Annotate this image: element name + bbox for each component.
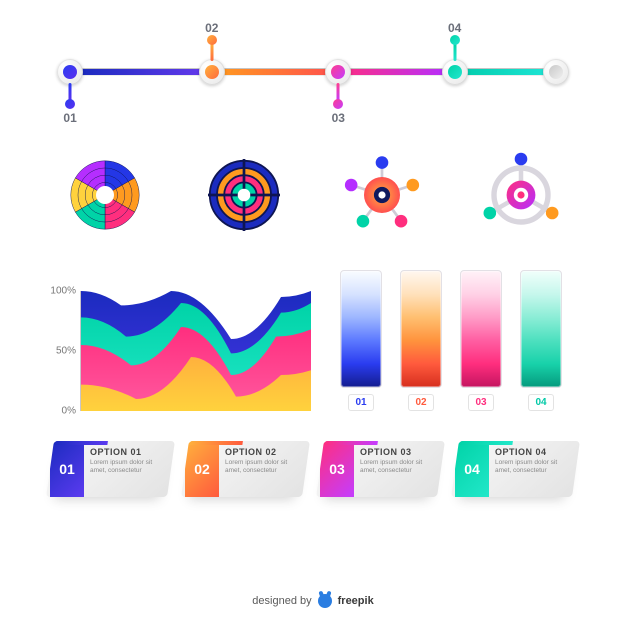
stripe-label: 03 — [468, 394, 493, 411]
footer-prefix: designed by — [252, 595, 311, 607]
stripe-bar — [520, 270, 562, 388]
timeline-track — [70, 68, 556, 76]
color-stripe: 03 — [460, 270, 502, 411]
timeline-node: 04 — [442, 59, 468, 85]
timeline-node: 01 — [57, 59, 83, 85]
color-stripes: 01 02 03 04 — [340, 270, 562, 411]
color-stripe: 04 — [520, 270, 562, 411]
timeline-segment — [337, 69, 449, 75]
option-subtitle: Lorem ipsum dolor sit amet, consectetur — [225, 459, 298, 476]
timeline-label: 03 — [332, 111, 345, 125]
radial-donut-segmented — [50, 150, 160, 240]
freepik-logo-icon — [318, 594, 332, 608]
area-ylabel: 50% — [42, 346, 76, 357]
option-subtitle: Lorem ipsum dolor sit amet, consectetur — [495, 459, 568, 476]
color-stripe: 02 — [400, 270, 442, 411]
option-box: 01 OPTION 01 Lorem ipsum dolor sit amet, c… — [46, 441, 175, 497]
stripe-label: 01 — [348, 394, 373, 411]
option-title: OPTION 01 — [90, 447, 163, 457]
option-box: 02 OPTION 02 Lorem ipsum dolor sit amet, c… — [181, 441, 310, 497]
stripe-label: 02 — [408, 394, 433, 411]
option-title: OPTION 04 — [495, 447, 568, 457]
option-number: 04 — [455, 441, 489, 497]
attribution-footer: designed by freepik — [0, 594, 626, 608]
option-number: 03 — [320, 441, 354, 497]
radial-row — [50, 150, 576, 240]
timeline-node — [543, 59, 569, 85]
timeline: 01 02 03 04 — [60, 30, 566, 110]
option-subtitle: Lorem ipsum dolor sit amet, consectetur — [90, 459, 163, 476]
timeline-label: 04 — [448, 21, 461, 35]
timeline-node: 02 — [199, 59, 225, 85]
option-box: 03 OPTION 03 Lorem ipsum dolor sit amet, c… — [316, 441, 445, 497]
radial-target-arms — [466, 150, 576, 240]
stripe-bar — [400, 270, 442, 388]
area-ylabel: 0% — [42, 406, 76, 417]
stripe-label: 04 — [528, 394, 553, 411]
option-boxes: 01 OPTION 01 Lorem ipsum dolor sit amet, c… — [50, 441, 576, 497]
option-number: 01 — [50, 441, 84, 497]
area-chart: 0%50%100% — [50, 291, 310, 411]
option-title: OPTION 02 — [225, 447, 298, 457]
stripe-bar — [460, 270, 502, 388]
mid-row: 0%50%100% 01 02 03 04 — [50, 270, 576, 411]
radial-concentric-rings — [189, 150, 299, 240]
stripe-bar — [340, 270, 382, 388]
timeline-segment — [80, 69, 216, 75]
option-number: 02 — [185, 441, 219, 497]
timeline-segment — [216, 69, 338, 75]
option-box: 04 OPTION 04 Lorem ipsum dolor sit amet, c… — [451, 441, 580, 497]
option-title: OPTION 03 — [360, 447, 433, 457]
timeline-label: 02 — [205, 21, 218, 35]
timeline-node: 03 — [325, 59, 351, 85]
radial-hub-nodes — [327, 150, 437, 240]
option-subtitle: Lorem ipsum dolor sit amet, consectetur — [360, 459, 433, 476]
timeline-label: 01 — [63, 111, 76, 125]
color-stripe: 01 — [340, 270, 382, 411]
area-ylabel: 100% — [42, 286, 76, 297]
area-svg — [81, 291, 311, 411]
footer-brand: freepik — [338, 595, 374, 607]
